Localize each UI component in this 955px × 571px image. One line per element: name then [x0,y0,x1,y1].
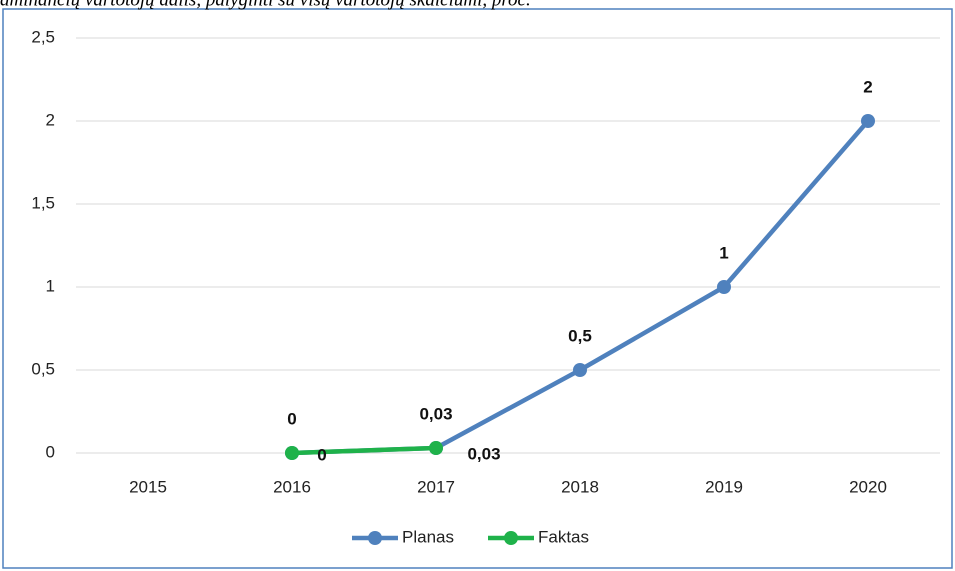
data-label: 0,5 [568,326,592,345]
x-tick-label: 2017 [417,477,455,496]
data-label: 2 [863,77,872,96]
y-tick-label: 2 [46,110,55,129]
x-tick-label: 2016 [273,477,311,496]
y-tick-label: 0,5 [31,359,55,378]
point [717,280,731,294]
point [429,441,443,456]
point [285,446,299,460]
x-tick-label: 2015 [129,477,167,496]
x-tick-label: 2018 [561,477,599,496]
data-label: 0,03 [467,445,500,464]
legend-marker [368,531,382,545]
y-tick-label: 0 [46,442,55,461]
legend-marker [504,531,518,545]
data-label: 0 [317,445,326,464]
point [861,114,875,128]
x-tick-label: 2019 [705,477,743,496]
chart-title: aminančių vartotojų dalis, palyginti su … [0,0,531,10]
data-label: 1 [719,243,728,262]
chart-frame [2,8,953,569]
data-label: 0 [287,409,296,428]
data-label: 0,03 [419,405,452,424]
y-tick-label: 1,5 [31,193,55,212]
y-tick-label: 1 [46,276,55,295]
legend-label: Planas [402,527,454,546]
legend-label: Faktas [538,527,589,546]
x-tick-label: 2020 [849,477,887,496]
point [573,363,587,377]
series-line [291,445,437,456]
y-tick-label: 2,5 [31,27,55,46]
